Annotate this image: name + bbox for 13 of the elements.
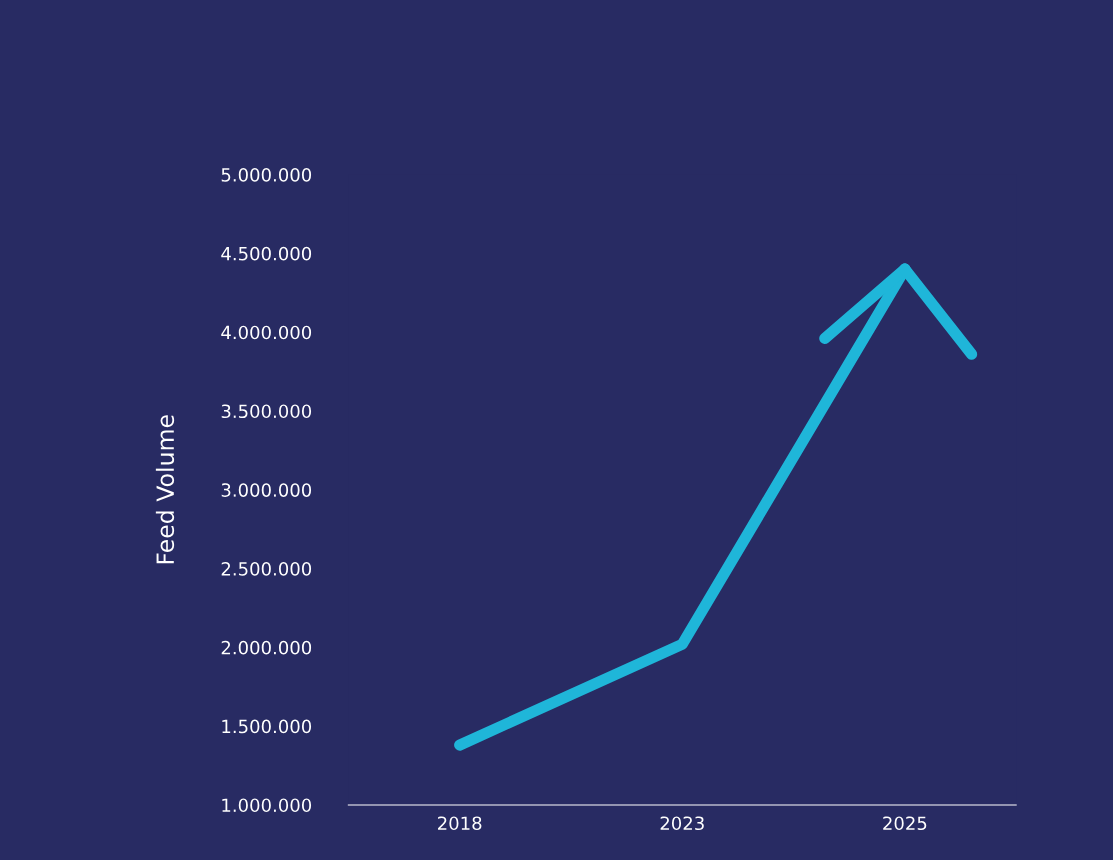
- y-tick-label: 5.000.000: [221, 168, 312, 182]
- y-tick-label: 4.000.000: [221, 325, 312, 340]
- x-tick-label: 2023: [660, 816, 704, 831]
- x-tick-label: 2025: [883, 816, 927, 831]
- y-tick-label: 3.500.000: [221, 404, 312, 419]
- x-tick-label: 2018: [438, 816, 482, 831]
- y-tick-label: 3.000.000: [221, 483, 312, 497]
- y-tick-label: 1.500.000: [222, 719, 312, 734]
- y-tick-label: 1.000.000: [222, 798, 312, 813]
- y-tick-label: 2.000.000: [221, 640, 312, 655]
- y-tick-label: 4.500.000: [221, 246, 312, 261]
- y-axis-title: Feed Volume: [155, 415, 175, 564]
- y-tick-label: 2.500.000: [221, 562, 312, 576]
